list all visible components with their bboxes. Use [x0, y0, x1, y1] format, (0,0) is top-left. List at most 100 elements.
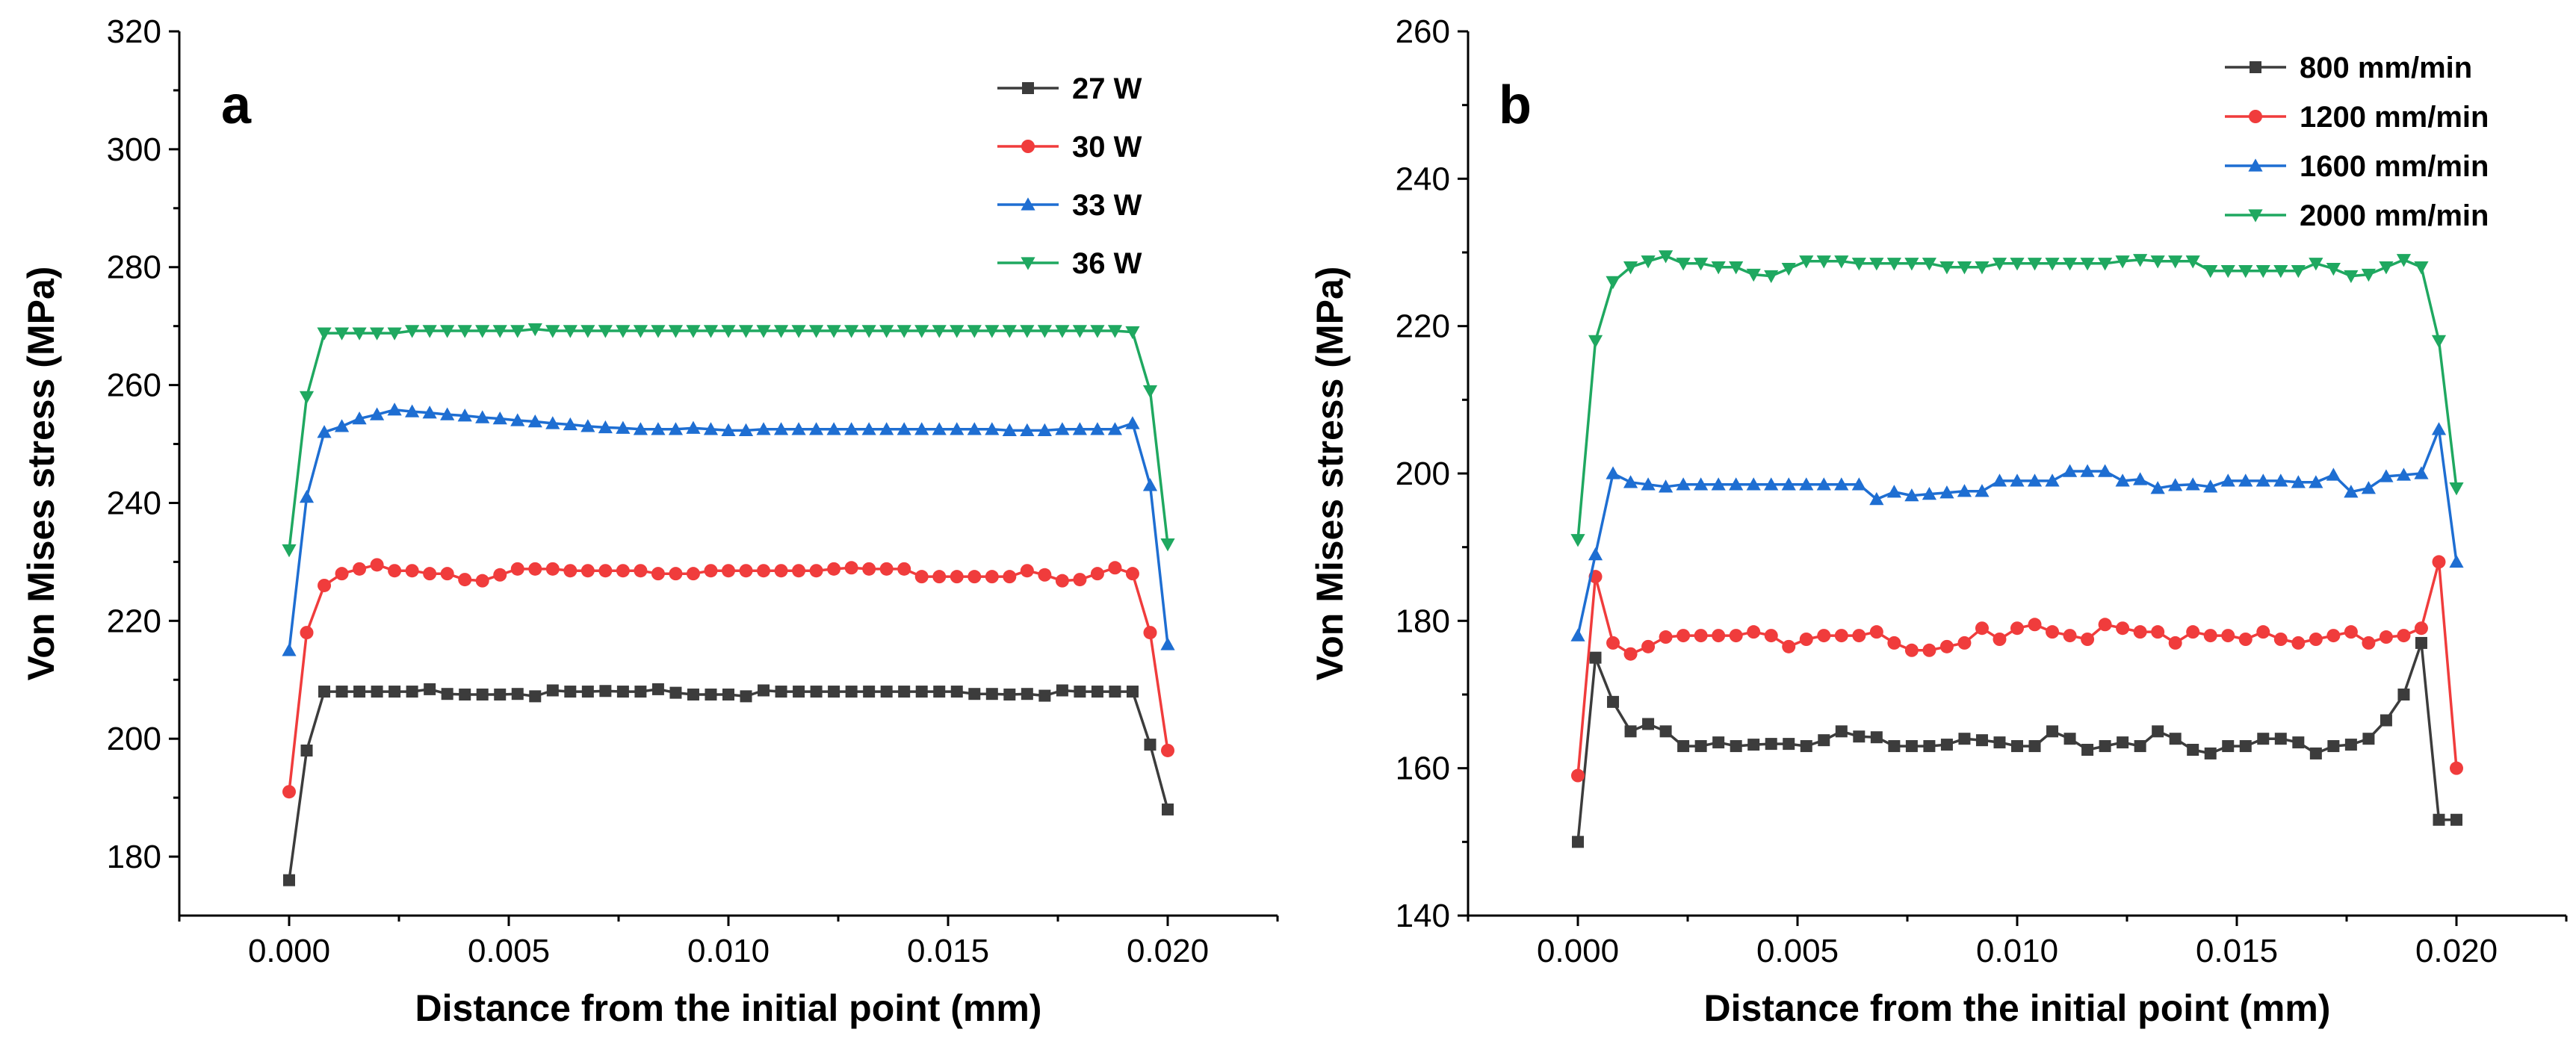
data-point [2098, 464, 2113, 477]
y-axis-title: Von Mises stress (MPa) [20, 267, 62, 681]
data-point [599, 685, 612, 698]
data-point [282, 785, 296, 799]
data-point [1641, 639, 1656, 653]
data-point [440, 407, 455, 420]
data-point [686, 325, 701, 338]
x-tick-label: 0.010 [1976, 933, 2058, 969]
data-point [1764, 270, 1779, 284]
data-point [282, 643, 297, 656]
data-point [527, 323, 542, 337]
data-point [2010, 621, 2024, 636]
data-point [353, 686, 366, 698]
data-point [1659, 479, 1674, 493]
data-point [669, 567, 683, 581]
data-point [756, 325, 771, 338]
data-point [2080, 464, 2095, 477]
data-point [1659, 725, 1672, 738]
series-line [288, 563, 1169, 792]
data-point [1993, 736, 2006, 749]
data-point [1659, 250, 1674, 264]
data-point [1606, 276, 1620, 290]
data-point [2396, 254, 2412, 267]
data-point [1694, 740, 1707, 753]
data-point [405, 564, 419, 578]
data-point [2344, 625, 2358, 639]
data-point [1090, 422, 1105, 435]
data-point [722, 564, 735, 578]
data-point [616, 564, 630, 578]
data-point [1957, 484, 1972, 497]
data-point [1125, 326, 1140, 340]
data-point [2431, 422, 2447, 435]
data-point [687, 689, 699, 700]
data-point [1923, 740, 1936, 753]
data-point [1055, 574, 1069, 588]
data-point [1003, 570, 1017, 584]
legend-marker [2249, 110, 2262, 123]
data-point [300, 626, 314, 640]
data-point [1037, 423, 1052, 437]
chart-panel-b: 140 160 180 200 220 240 260 0.000 0.005 0.010 0.0… [1309, 13, 2568, 1029]
x-tick-label: 0.000 [1537, 933, 1619, 969]
data-point [1799, 255, 1814, 269]
data-point [2098, 258, 2113, 271]
data-point [950, 325, 965, 338]
data-point [932, 570, 947, 584]
data-point [791, 325, 806, 338]
data-point [2397, 629, 2411, 643]
data-point [897, 325, 911, 338]
data-point [1676, 477, 1691, 491]
y-tick-label: 200 [1396, 456, 1450, 492]
data-point [580, 325, 595, 338]
data-point [2187, 744, 2199, 756]
data-point [2239, 740, 2252, 753]
data-point [283, 874, 295, 886]
series-line [1576, 428, 2458, 636]
data-point [475, 325, 490, 338]
data-point [2222, 740, 2235, 753]
data-point [1712, 629, 1726, 643]
legend-label: 2000 mm/min [2300, 199, 2489, 232]
data-point [1799, 633, 1813, 646]
data-point [1624, 725, 1637, 738]
data-point [773, 325, 789, 338]
y-tick-label: 140 [1396, 898, 1450, 934]
data-point [1939, 261, 1954, 275]
data-point [2450, 813, 2462, 826]
data-point [1126, 686, 1139, 698]
data-point [1020, 564, 1034, 578]
data-point [2379, 261, 2394, 275]
data-point [2027, 258, 2043, 271]
y-tick-label: 260 [107, 367, 161, 404]
data-point [2150, 481, 2165, 494]
data-point [406, 686, 418, 698]
data-point [1729, 477, 1744, 491]
data-point [492, 411, 507, 425]
data-point [2238, 633, 2253, 646]
data-point [563, 325, 578, 338]
x-tick-label: 0.000 [248, 933, 330, 969]
data-point [1939, 639, 1954, 653]
data-point [1922, 643, 1936, 657]
data-point [1694, 258, 1709, 271]
data-point [529, 690, 542, 703]
data-point [545, 416, 560, 429]
data-point [1853, 730, 1866, 743]
panel-label: a [221, 75, 252, 135]
data-point [2133, 254, 2148, 267]
data-point [353, 562, 367, 576]
data-point [2220, 264, 2235, 279]
data-point [2081, 633, 2095, 646]
data-point [2168, 636, 2182, 650]
data-point [1160, 538, 1175, 552]
data-point [2152, 725, 2164, 738]
data-point [1975, 621, 1989, 636]
y-tick-label: 320 [107, 13, 161, 50]
data-point [2362, 636, 2376, 650]
legend-marker [1021, 257, 1035, 270]
data-point [2010, 473, 2025, 487]
data-point [985, 688, 998, 700]
data-point [1747, 625, 1761, 639]
data-point [2361, 268, 2376, 282]
